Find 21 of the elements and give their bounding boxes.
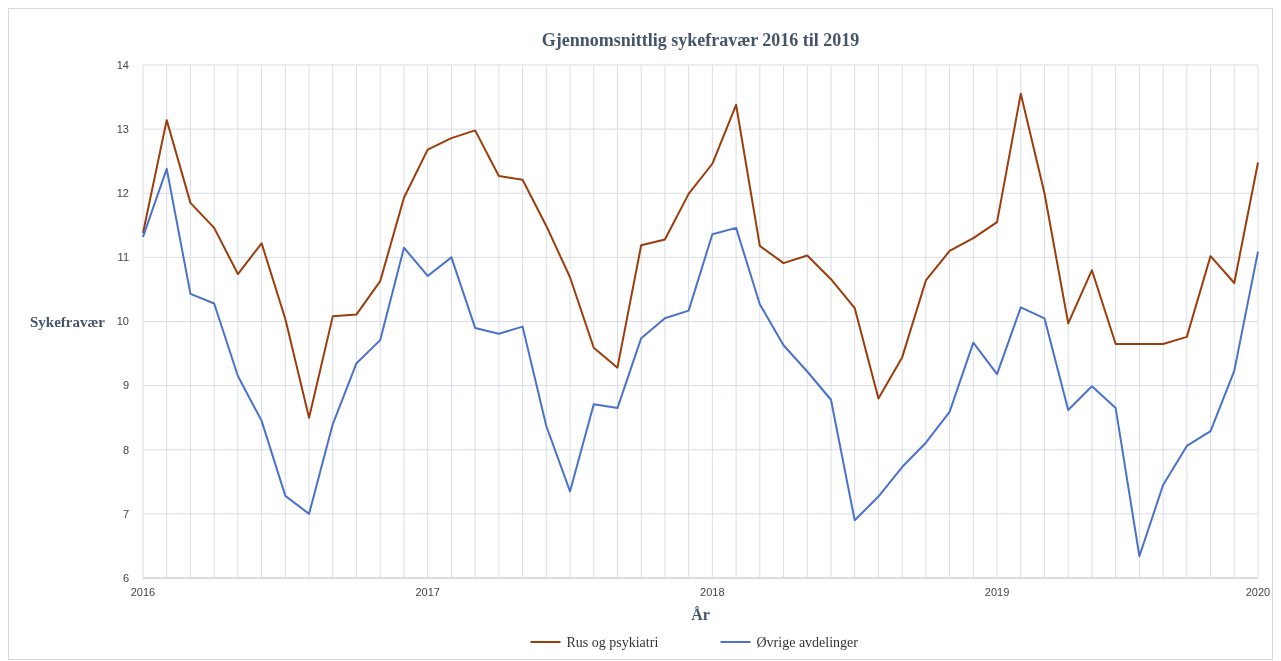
x-tick-label: 2020 bbox=[1245, 586, 1271, 598]
y-tick-label: 12 bbox=[116, 187, 129, 200]
line-series bbox=[142, 92, 1259, 419]
x-tick-label: 2016 bbox=[130, 586, 156, 598]
y-tick-label: 11 bbox=[117, 251, 129, 264]
x-tick-label: 2019 bbox=[984, 586, 1010, 598]
y-axis-title: Sykefravær bbox=[30, 313, 106, 330]
x-axis-title: År bbox=[691, 606, 710, 623]
y-tick-label: 10 bbox=[116, 315, 129, 328]
legend-label: Rus og psykiatri bbox=[566, 634, 659, 650]
y-tick-label: 14 bbox=[116, 58, 129, 71]
y-tick-label: 9 bbox=[122, 379, 129, 392]
chart-title: Gjennomsnittlig sykefravær 2016 til 2019 bbox=[541, 30, 860, 50]
legend-label: Øvrige avdelinger bbox=[756, 634, 859, 650]
x-tick-label: 2018 bbox=[700, 586, 725, 598]
y-tick-label: 13 bbox=[116, 122, 129, 135]
line-series bbox=[142, 167, 1259, 558]
y-tick-label: 8 bbox=[122, 443, 129, 456]
y-tick-label: 7 bbox=[122, 507, 129, 520]
y-tick-label: 6 bbox=[122, 571, 129, 584]
x-tick-label: 2017 bbox=[415, 586, 440, 598]
